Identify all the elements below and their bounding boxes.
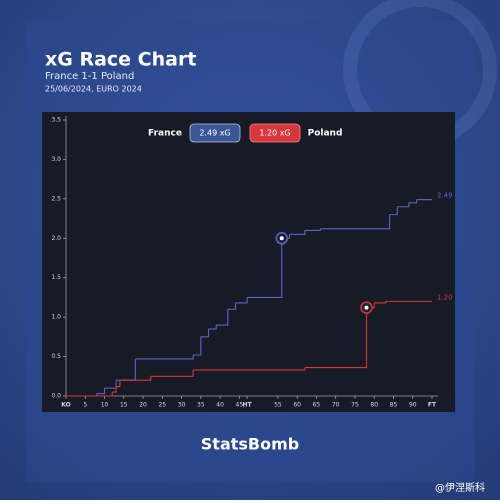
step-line	[320, 214, 391, 230]
legend-name: France	[148, 129, 182, 139]
goal-marker-dot	[279, 236, 284, 241]
x-tick-label: KO	[61, 402, 70, 409]
step-line	[112, 386, 117, 393]
x-tick-label: 70	[332, 402, 340, 409]
subtitle: France 1-1 Poland	[45, 71, 134, 82]
x-tick-label: 25	[158, 402, 166, 409]
x-tick-label: FT	[428, 402, 437, 409]
y-tick-label: 1.5	[51, 274, 61, 281]
x-tick-label: 40	[216, 402, 224, 409]
step-line	[208, 325, 217, 330]
y-tick-label: 0.0	[51, 393, 61, 400]
step-line	[389, 206, 398, 216]
step-line	[200, 328, 210, 338]
x-tick-label: 80	[370, 402, 378, 409]
x-tick-label: 45	[236, 402, 244, 409]
x-tick-label: 55	[274, 402, 282, 409]
step-line	[227, 302, 237, 310]
watermark: @伊涅斯科	[435, 481, 485, 494]
step-line	[116, 380, 121, 388]
step-line	[216, 309, 229, 326]
legend-badge	[189, 123, 241, 143]
step-line	[304, 307, 368, 369]
y-tick-label: 3.0	[51, 156, 61, 163]
x-tick-label: 35	[197, 402, 205, 409]
date-line: 25/06/2024, EURO 2024	[45, 85, 142, 94]
chart-panel	[42, 112, 455, 412]
x-tick-label: 90	[409, 402, 417, 409]
x-tick-label: 30	[178, 402, 186, 409]
step-line	[247, 238, 283, 298]
legend-value: 2.49 xG	[199, 129, 230, 138]
step-line	[235, 297, 248, 304]
step-line	[119, 376, 152, 381]
title: xG Race Chart	[45, 49, 196, 71]
y-tick-label: 1.0	[51, 314, 61, 321]
y-tick-label: 2.0	[51, 235, 61, 242]
legend-badge	[249, 123, 301, 143]
step-line	[408, 199, 418, 204]
step-line	[135, 354, 194, 360]
legend-name: Poland	[308, 129, 343, 139]
step-line	[96, 388, 106, 395]
x-tick-label: HT	[243, 402, 253, 409]
y-tick-label: 0.5	[51, 353, 61, 360]
x-tick-label: 75	[351, 402, 359, 409]
x-tick-label: 15	[120, 402, 128, 409]
y-tick-label: 3.5	[51, 117, 61, 124]
step-line	[397, 202, 410, 208]
end-label: 2.49	[437, 192, 453, 200]
step-line	[150, 369, 194, 377]
step-line	[193, 367, 306, 371]
legend-value: 1.20 xG	[259, 129, 290, 138]
x-tick-label: 85	[390, 402, 398, 409]
step-line	[289, 230, 306, 235]
x-tick-label: 20	[139, 402, 147, 409]
step-line	[66, 392, 113, 397]
step-line	[374, 301, 387, 304]
x-tick-label: 5	[83, 402, 87, 409]
x-tick-label: 60	[293, 402, 301, 409]
goal-marker-dot	[364, 305, 369, 310]
y-tick-label: 2.5	[51, 195, 61, 202]
step-line	[193, 336, 202, 356]
brand: StatsBomb	[201, 435, 299, 454]
x-tick-label: 65	[313, 402, 321, 409]
x-tick-label: 10	[101, 402, 109, 409]
end-label: 1.20	[437, 293, 453, 301]
